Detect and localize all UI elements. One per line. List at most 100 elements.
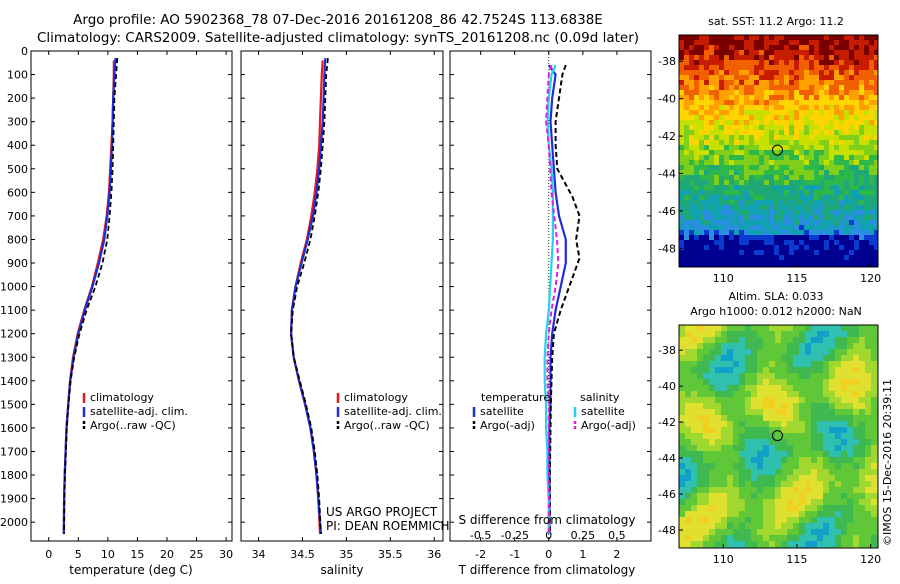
map-cell [704,60,710,66]
map-cell [871,349,878,356]
map-cell [729,255,735,261]
map-cell [814,150,820,156]
map-cell [709,463,716,470]
map-cell [734,255,740,261]
map-cell [769,463,776,470]
map-cell [709,499,716,506]
map-cell [829,415,836,422]
map-cell [689,65,695,71]
map-cell [749,190,755,196]
map-cell [757,493,764,500]
map-cell [757,427,764,434]
map-cell [811,409,818,416]
map-cell [685,457,692,464]
map-cell [834,210,840,216]
map-cell [685,355,692,362]
map-cell [724,125,730,131]
map-cell [684,120,690,126]
depth-tick-label: 400 [7,139,28,152]
map-cell [865,493,872,500]
map-cell [724,235,730,241]
map-cell [829,195,835,201]
map-cell [694,140,700,146]
map-cell [751,433,758,440]
map-cell [844,155,850,161]
map-cell [691,505,698,512]
map-cell [691,355,698,362]
map-cell [699,80,705,86]
map-cell [854,145,860,151]
map-cell [727,541,734,548]
map-cell [694,250,700,256]
map-cell [744,65,750,71]
map-cell [853,481,860,488]
map-cell [734,215,740,221]
map-cell [769,110,775,116]
map-cell [823,439,830,446]
map-cell [715,391,722,398]
map-cell [714,235,720,241]
map-cell [754,185,760,191]
map-cell [859,200,865,206]
map-cell [793,481,800,488]
map-cell [834,75,840,81]
map-cell [871,409,878,416]
map-cell [787,523,794,530]
map-cell [757,499,764,506]
map-cell [781,331,788,338]
map-cell [715,487,722,494]
map-cell [799,403,806,410]
map-cell [819,220,825,226]
map-cell [714,255,720,261]
map-cell [789,55,795,61]
map-cell [759,135,765,141]
map-cell [775,403,782,410]
map-cell [794,85,800,91]
map-cell [849,170,855,176]
map-cell [745,433,752,440]
map-cell [781,427,788,434]
map-cell [854,50,860,56]
map-cell [751,331,758,338]
map-cell [847,541,854,548]
map-cell [764,95,770,101]
map-cell [733,409,740,416]
map-cell [703,511,710,518]
map-cell [834,160,840,166]
map-cell [691,433,698,440]
map-cell [814,165,820,171]
map-cell [874,70,878,76]
map-cell [774,90,780,96]
map-cell [824,160,830,166]
map-cell [734,80,740,86]
map-cell [679,210,685,216]
map-cell [745,475,752,482]
map-cell [739,361,746,368]
map-cell [799,35,805,41]
map-cell [685,409,692,416]
map-cell [694,160,700,166]
map-cell [739,75,745,81]
map-cell [684,100,690,106]
map-cell [811,511,818,518]
map-cell [849,210,855,216]
map-cell [744,95,750,101]
map-cell [744,165,750,171]
legend-label: satellite-adj. clim. [344,405,442,418]
map-cell [703,535,710,542]
map-cell [817,529,824,536]
map-cell [859,160,865,166]
map-cell [733,499,740,506]
map-cell [799,505,806,512]
map-cell [744,135,750,141]
map-cell [871,457,878,464]
map-cell [699,240,705,246]
map-cell [739,120,745,126]
map-cell [864,100,870,106]
map-cell [763,379,770,386]
map-cell [757,331,764,338]
map-cell [789,220,795,226]
map-cell [744,265,750,267]
map-cell [704,250,710,256]
map-cell [739,523,746,530]
